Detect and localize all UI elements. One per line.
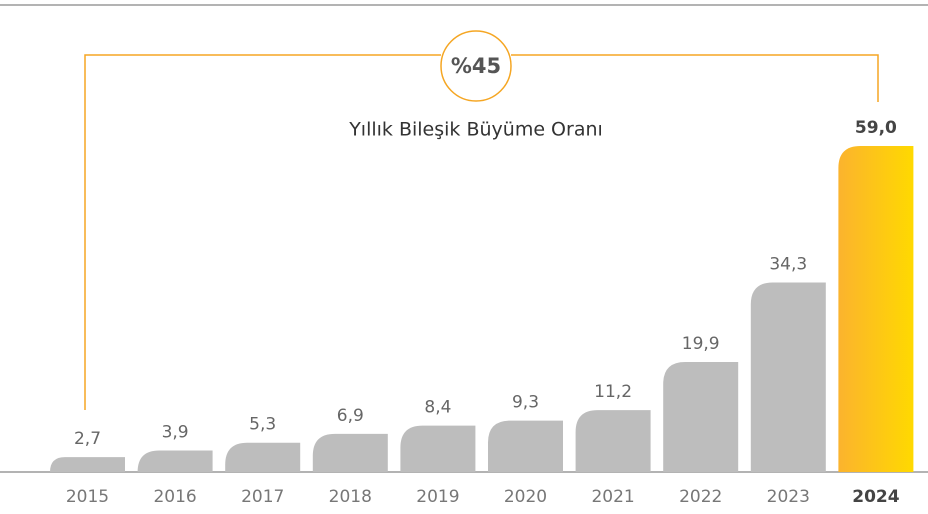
bar	[750, 282, 826, 472]
x-tick-label: 2023	[767, 487, 810, 507]
value-label: 11,2	[594, 382, 632, 402]
value-label: 3,9	[162, 422, 189, 442]
x-tick-label: 2016	[153, 487, 196, 507]
value-label: 59,0	[855, 118, 897, 138]
x-tick-label: 2024	[852, 487, 899, 507]
x-tick-label: 2015	[66, 487, 109, 507]
bar	[488, 420, 563, 472]
bar	[838, 146, 914, 472]
annotation: %45	[451, 54, 501, 78]
x-tick-label: 2017	[241, 487, 284, 507]
x-tick-label: 2021	[591, 487, 634, 507]
bar	[312, 433, 388, 472]
bracket-left	[84, 54, 441, 410]
value-label: 19,9	[682, 334, 720, 354]
bar	[137, 450, 213, 472]
value-label: 9,3	[512, 393, 539, 413]
x-tick-label: 2019	[416, 487, 459, 507]
bracket-right	[511, 54, 879, 102]
value-label: 8,4	[424, 398, 451, 418]
value-label: 34,3	[769, 254, 807, 274]
bar	[575, 410, 651, 472]
bar	[663, 362, 739, 472]
value-label: 5,3	[249, 415, 276, 435]
value-label: 6,9	[337, 406, 364, 426]
bar	[225, 442, 301, 472]
x-tick-label: 2022	[679, 487, 722, 507]
bar	[400, 425, 476, 472]
chart-title: Yıllık Bileşik Büyüme Oranı	[348, 119, 603, 141]
x-tick-label: 2020	[504, 487, 547, 507]
value-label: 2,7	[74, 429, 101, 449]
x-tick-label: 2018	[329, 487, 372, 507]
bar	[50, 457, 125, 472]
annotation-circle	[440, 30, 512, 102]
